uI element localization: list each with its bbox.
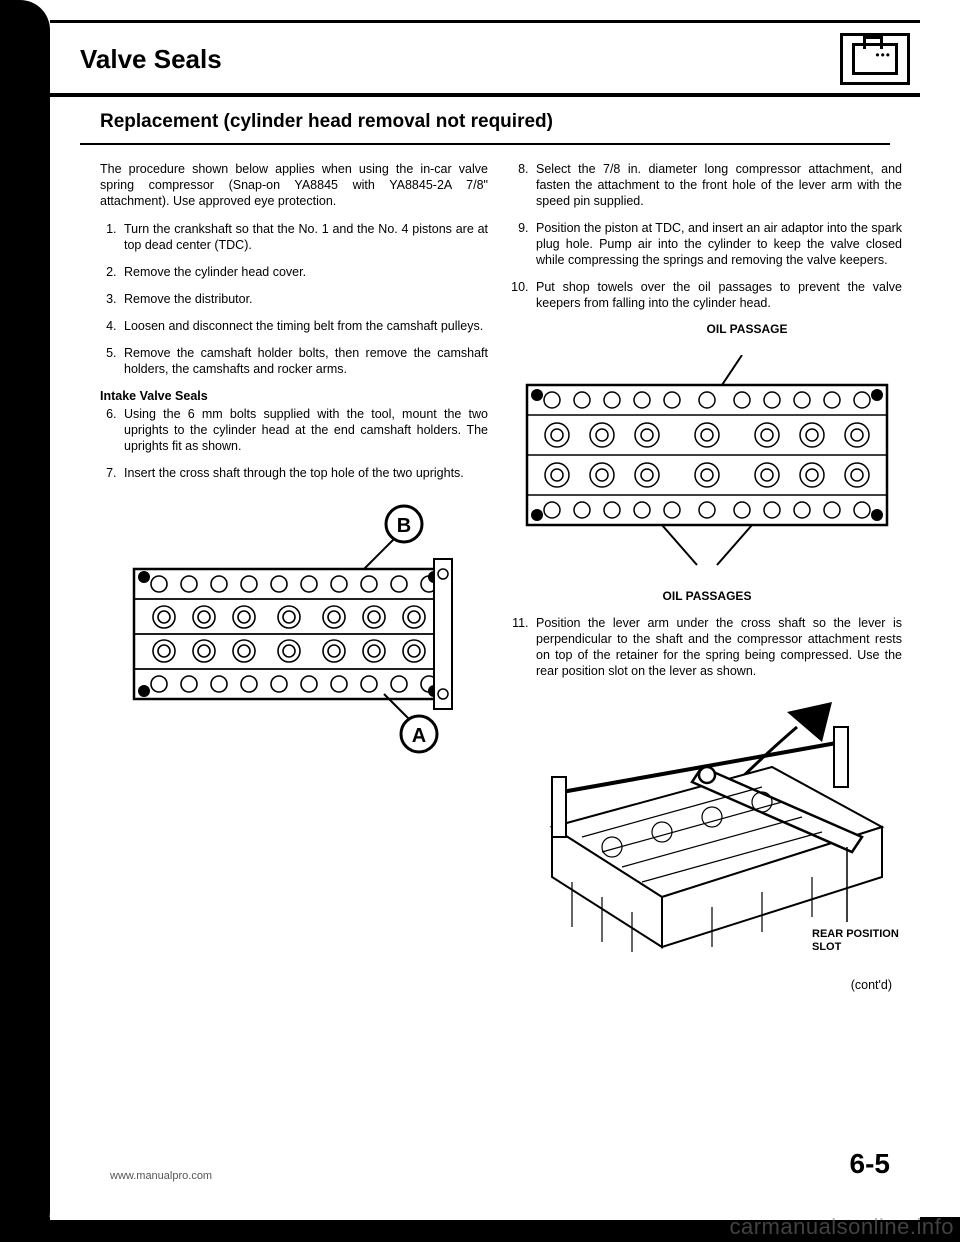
left-column: The procedure shown below applies when u… [100, 161, 488, 993]
step-item: Position the piston at TDC, and insert a… [532, 220, 902, 268]
oil-passages-label-bottom: OIL PASSAGES [512, 589, 902, 604]
two-column-layout: The procedure shown below applies when u… [50, 155, 920, 993]
step-item: Using the 6 mm bolts supplied with the t… [120, 406, 488, 454]
page-number: 6-5 [850, 1148, 890, 1180]
cylinder-head-diagram: B [104, 499, 484, 759]
page-content: Valve Seals Replacement (cylinder head r… [50, 20, 920, 1220]
figure-cylinder-head-uprights: B [100, 499, 488, 759]
figure-lever-arm: REAR POSITION SLOT [512, 697, 902, 967]
top-rule [50, 20, 920, 23]
lever-arm-diagram: REAR POSITION SLOT [512, 697, 902, 967]
oil-passages-diagram [512, 355, 902, 585]
steps-list-11: Position the lever arm under the cross s… [512, 615, 902, 679]
step-item: Position the lever arm under the cross s… [532, 615, 902, 679]
footer-source: www.manualpro.com [110, 1170, 212, 1182]
step-item: Loosen and disconnect the timing belt fr… [120, 318, 488, 334]
watermark: carmanualsonline.info [729, 1214, 954, 1240]
manufacturer-logo [840, 33, 910, 85]
page-title: Valve Seals [80, 44, 222, 75]
step-item: Remove the camshaft holder bolts, then r… [120, 345, 488, 377]
step-item: Select the 7/8 in. diameter long compres… [532, 161, 902, 209]
header-row: Valve Seals [50, 25, 920, 97]
rear-position-label: REAR POSITION [812, 928, 899, 940]
logo-icon [852, 43, 898, 75]
slot-label: SLOT [812, 941, 842, 953]
step-item: Remove the cylinder head cover. [120, 264, 488, 280]
intro-paragraph: The procedure shown below applies when u… [100, 161, 488, 209]
step-item: Remove the distributor. [120, 291, 488, 307]
figure-oil-passages: OIL PASSAGES [512, 355, 902, 604]
right-column: Select the 7/8 in. diameter long compres… [512, 161, 902, 993]
section-rule [80, 143, 890, 145]
steps-list-right: Select the 7/8 in. diameter long compres… [512, 161, 902, 311]
steps-list-left: Turn the crankshaft so that the No. 1 an… [100, 221, 488, 481]
section-subtitle: Replacement (cylinder head removal not r… [50, 101, 920, 139]
marker-b-label: B [397, 515, 411, 537]
oil-passage-label-top: OIL PASSAGE [592, 322, 902, 337]
continued-label: (cont'd) [512, 977, 902, 993]
step-item: Put shop towels over the oil passages to… [532, 279, 902, 311]
intake-subhead: Intake Valve Seals [100, 388, 488, 404]
step-item: Insert the cross shaft through the top h… [120, 465, 488, 481]
step-item: Turn the crankshaft so that the No. 1 an… [120, 221, 488, 253]
marker-a-label: A [412, 725, 426, 747]
